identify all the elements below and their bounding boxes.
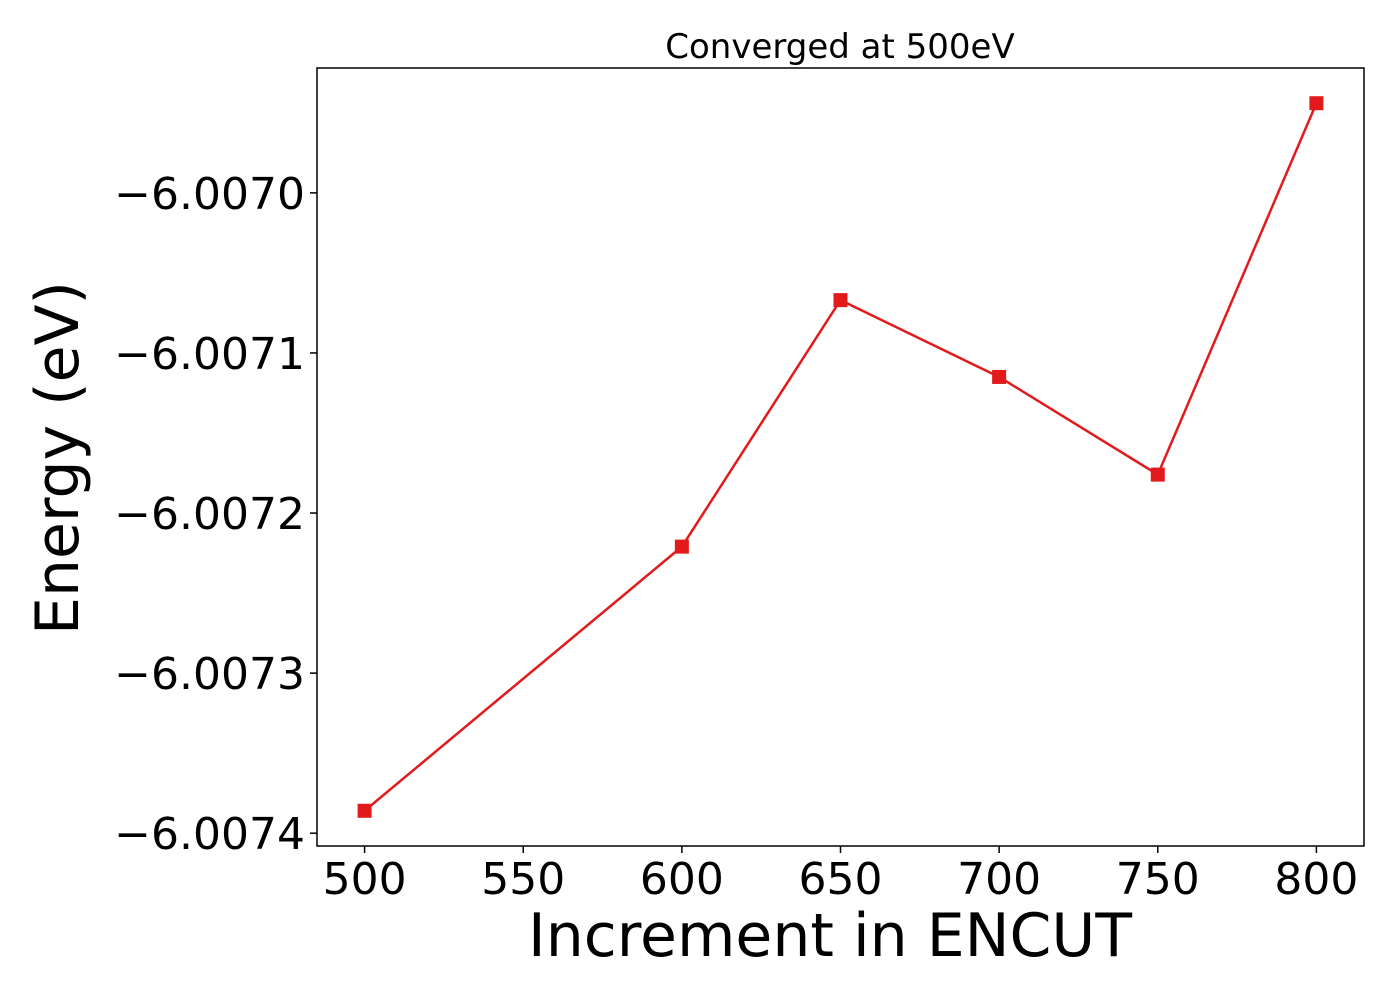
x-tick-label: 600: [640, 854, 724, 905]
data-point-marker: [674, 539, 689, 554]
x-tick-label: 800: [1274, 854, 1358, 905]
series-layer: [357, 96, 1324, 818]
data-point-marker: [1309, 96, 1324, 111]
y-axis-ticks: −6.0074 −6.0073 −6.0072 −6.0071 −6.0070: [114, 169, 317, 860]
y-tick-label: −6.0073: [114, 649, 305, 700]
data-point-marker: [833, 293, 848, 308]
y-tick-label: −6.0071: [114, 329, 305, 380]
y-tick-label: −6.0072: [114, 489, 305, 540]
chart-title: Converged at 500eV: [665, 27, 1014, 67]
data-point-marker: [357, 803, 372, 818]
x-tick-label: 700: [957, 854, 1041, 905]
data-point-marker: [992, 369, 1007, 384]
x-tick-label: 550: [481, 854, 565, 905]
x-axis-ticks: 500 550 600 650 700 750 800: [323, 846, 1358, 905]
x-axis-label: Increment in ENCUT: [528, 901, 1132, 971]
x-tick-label: 500: [323, 854, 407, 905]
x-tick-label: 650: [799, 854, 883, 905]
data-point-marker: [1150, 467, 1165, 482]
y-axis-label: Energy (eV): [23, 281, 93, 635]
y-tick-label: −6.0070: [114, 169, 305, 220]
series-line: [363, 102, 1318, 812]
y-tick-label: −6.0074: [114, 809, 305, 860]
x-tick-label: 750: [1116, 854, 1200, 905]
plot-area-frame: [316, 67, 1365, 847]
